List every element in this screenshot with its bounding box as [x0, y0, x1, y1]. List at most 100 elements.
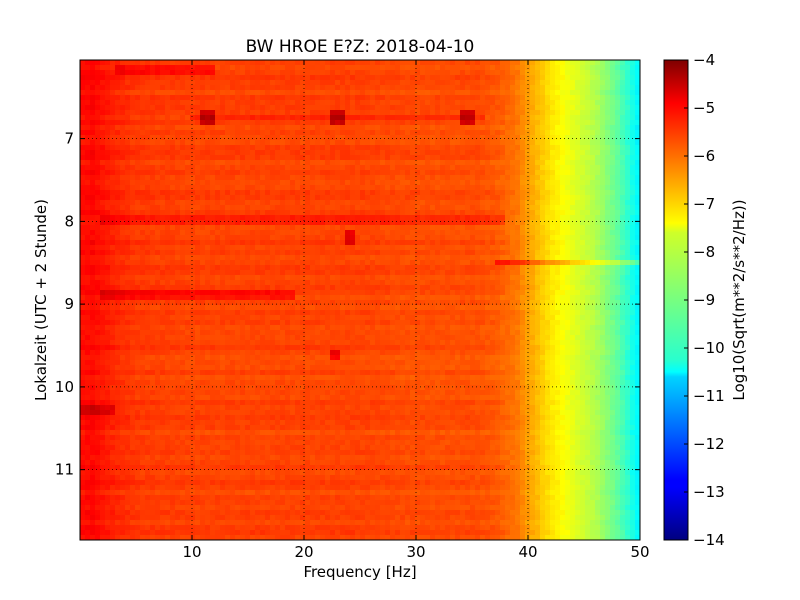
heatmap-cell — [290, 75, 296, 81]
heatmap-cell — [390, 220, 396, 226]
heatmap-cell — [535, 195, 541, 201]
heatmap-cell — [185, 145, 191, 151]
heatmap-cell — [430, 235, 436, 241]
heatmap-cell — [555, 90, 561, 96]
heatmap-cell — [285, 70, 291, 76]
heatmap-cell — [235, 130, 241, 136]
heatmap-cell — [470, 200, 476, 206]
heatmap-cell — [210, 135, 216, 141]
heatmap-cell — [425, 120, 431, 126]
heatmap-cell — [540, 125, 546, 131]
heatmap-cell — [615, 205, 621, 211]
heatmap-cell — [100, 80, 106, 86]
heatmap-cell — [310, 165, 316, 171]
heatmap-cell — [270, 225, 276, 231]
heatmap-cell — [430, 100, 436, 106]
heatmap-cell — [445, 135, 451, 141]
heatmap-cell — [365, 225, 371, 231]
heatmap-cell — [260, 255, 266, 261]
heatmap-cell — [490, 135, 496, 141]
heatmap-cell — [420, 235, 426, 241]
heatmap-cell — [210, 80, 216, 86]
heatmap-cell — [305, 150, 311, 156]
heatmap-cell — [90, 90, 96, 96]
heatmap-cell — [245, 85, 251, 91]
heatmap-cell — [195, 255, 201, 261]
heatmap-cell — [320, 275, 326, 281]
heatmap-cell — [380, 185, 386, 191]
heatmap-cell — [445, 240, 451, 246]
heatmap-cell — [100, 135, 106, 141]
heatmap-cell — [450, 205, 456, 211]
heatmap-cell — [130, 75, 136, 81]
heatmap-cell — [405, 240, 411, 246]
heatmap-cell — [435, 105, 441, 111]
heatmap-cell — [150, 60, 156, 66]
heatmap-cell — [375, 75, 381, 81]
heatmap-cell — [635, 215, 640, 221]
heatmap-cell — [175, 280, 181, 286]
heatmap-cell — [155, 115, 161, 121]
heatmap-cell — [155, 65, 161, 71]
heatmap-cell — [255, 80, 261, 86]
heatmap-cell — [595, 215, 601, 221]
heatmap-cell — [140, 220, 146, 226]
heatmap-cell — [155, 245, 161, 251]
heatmap-cell — [205, 245, 211, 251]
heatmap-cell — [255, 90, 261, 96]
heatmap-cell — [550, 225, 556, 231]
heatmap-cell — [170, 250, 176, 256]
heatmap-cell — [550, 255, 556, 261]
heatmap-cell — [315, 85, 321, 91]
heatmap-cell — [170, 260, 176, 266]
heatmap-cell — [340, 190, 346, 196]
heatmap-cell — [550, 190, 556, 196]
heatmap-cell — [160, 60, 166, 66]
heatmap-cell — [430, 210, 436, 216]
heatmap-cell — [530, 250, 536, 256]
heatmap-cell — [285, 130, 291, 136]
heatmap-cell — [510, 150, 516, 156]
heatmap-cell — [380, 155, 386, 161]
heatmap-cell — [180, 265, 186, 271]
heatmap-cell — [135, 135, 141, 141]
heatmap-cell — [610, 175, 616, 181]
heatmap-cell — [190, 280, 196, 286]
heatmap-cell — [380, 225, 386, 231]
heatmap-cell — [335, 220, 341, 226]
heatmap-cell — [355, 185, 361, 191]
heatmap-cell — [260, 235, 266, 241]
heatmap-cell — [430, 65, 436, 71]
heatmap-cell — [235, 185, 241, 191]
heatmap-cell — [225, 255, 231, 261]
heatmap-cell — [590, 140, 596, 146]
heatmap-cell — [190, 110, 196, 116]
heatmap-cell — [400, 255, 406, 261]
heatmap-cell — [295, 145, 301, 151]
heatmap-cell — [570, 215, 576, 221]
heatmap-cell — [235, 170, 241, 176]
heatmap-cell — [485, 260, 491, 266]
heatmap-cell — [240, 60, 246, 66]
heatmap-cell — [560, 180, 566, 186]
heatmap-cell — [490, 255, 496, 261]
heatmap-cell — [585, 90, 591, 96]
heatmap-cell — [505, 275, 511, 281]
heatmap-cell — [570, 175, 576, 181]
heatmap-cell — [635, 75, 640, 81]
heatmap-cell — [310, 225, 316, 231]
heatmap-cell — [80, 135, 86, 141]
heatmap-cell — [415, 120, 421, 126]
heatmap-cell — [100, 230, 106, 236]
heatmap-cell — [300, 245, 306, 251]
heatmap-cell — [455, 150, 461, 156]
heatmap-cell — [385, 65, 391, 71]
heatmap-cell — [515, 260, 521, 266]
heatmap-cell — [485, 190, 491, 196]
heatmap-cell — [435, 215, 441, 221]
heatmap-cell — [325, 220, 331, 226]
heatmap-cell — [230, 210, 236, 216]
heatmap-cell — [120, 110, 126, 116]
heatmap-cell — [420, 70, 426, 76]
heatmap-cell — [630, 140, 636, 146]
